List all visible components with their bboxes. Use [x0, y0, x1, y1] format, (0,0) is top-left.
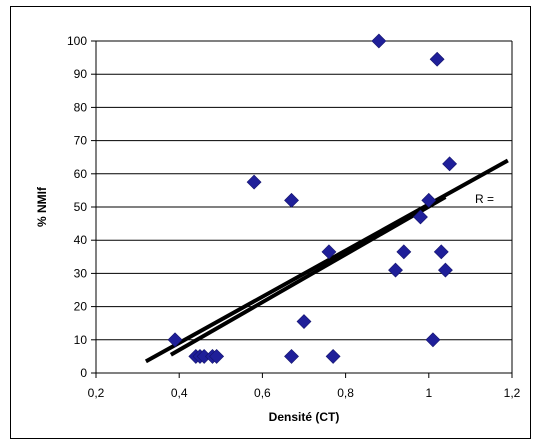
data-point — [413, 209, 428, 225]
data-point — [425, 332, 441, 348]
y-tick-label: 100 — [67, 34, 87, 48]
data-point — [442, 156, 458, 172]
y-tick-label: 50 — [74, 200, 88, 214]
x-tick-label: 0,8 — [337, 386, 354, 400]
x-tick-label: 0,2 — [88, 386, 105, 400]
x-tick-labels: 0,2 0,4 0,6 0,8 1 1,2 — [88, 386, 521, 400]
y-tick-label: 0 — [80, 366, 87, 380]
x-tick-label: 0,4 — [171, 386, 188, 400]
y-tick-label: 10 — [74, 333, 88, 347]
data-point — [321, 244, 337, 260]
data-point — [438, 262, 453, 278]
x-tick-label: 0,6 — [254, 386, 271, 400]
data-point — [167, 332, 183, 348]
data-points — [167, 33, 458, 364]
data-point — [296, 314, 312, 329]
gridlines — [96, 40, 512, 341]
x-tick-label: 1,2 — [504, 386, 521, 400]
data-point — [421, 192, 437, 208]
data-point — [325, 348, 341, 364]
y-axis-title: % NMIf — [35, 186, 49, 227]
y-tick-label: 70 — [74, 134, 88, 148]
data-point — [246, 174, 262, 190]
axes — [91, 40, 513, 378]
y-tick-label: 90 — [74, 67, 88, 81]
trendlines — [144, 158, 509, 364]
data-point — [284, 192, 299, 208]
y-tick-label: 40 — [74, 233, 88, 247]
r-annotation: R = — [475, 192, 494, 206]
data-point — [284, 348, 299, 364]
data-point — [429, 51, 445, 67]
trendline — [144, 158, 509, 364]
data-point — [371, 33, 387, 49]
y-tick-label: 30 — [74, 266, 88, 280]
chart-frame: 0 10 20 30 40 50 60 70 80 90 100 0,2 0,4 0,6 0,8 1 1,2 … — [10, 6, 531, 439]
data-point — [209, 348, 225, 364]
data-point — [388, 262, 403, 278]
y-tick-labels: 0 10 20 30 40 50 60 70 80 90 100 — [67, 34, 87, 380]
x-tick-label: 1 — [425, 386, 432, 400]
y-tick-label: 20 — [74, 300, 88, 314]
y-tick-label: 80 — [74, 100, 88, 114]
data-point — [396, 244, 412, 260]
trendline — [169, 195, 447, 357]
x-axis-title: Densité (CT) — [269, 410, 340, 424]
data-point — [433, 244, 449, 260]
y-tick-label: 60 — [74, 167, 88, 181]
